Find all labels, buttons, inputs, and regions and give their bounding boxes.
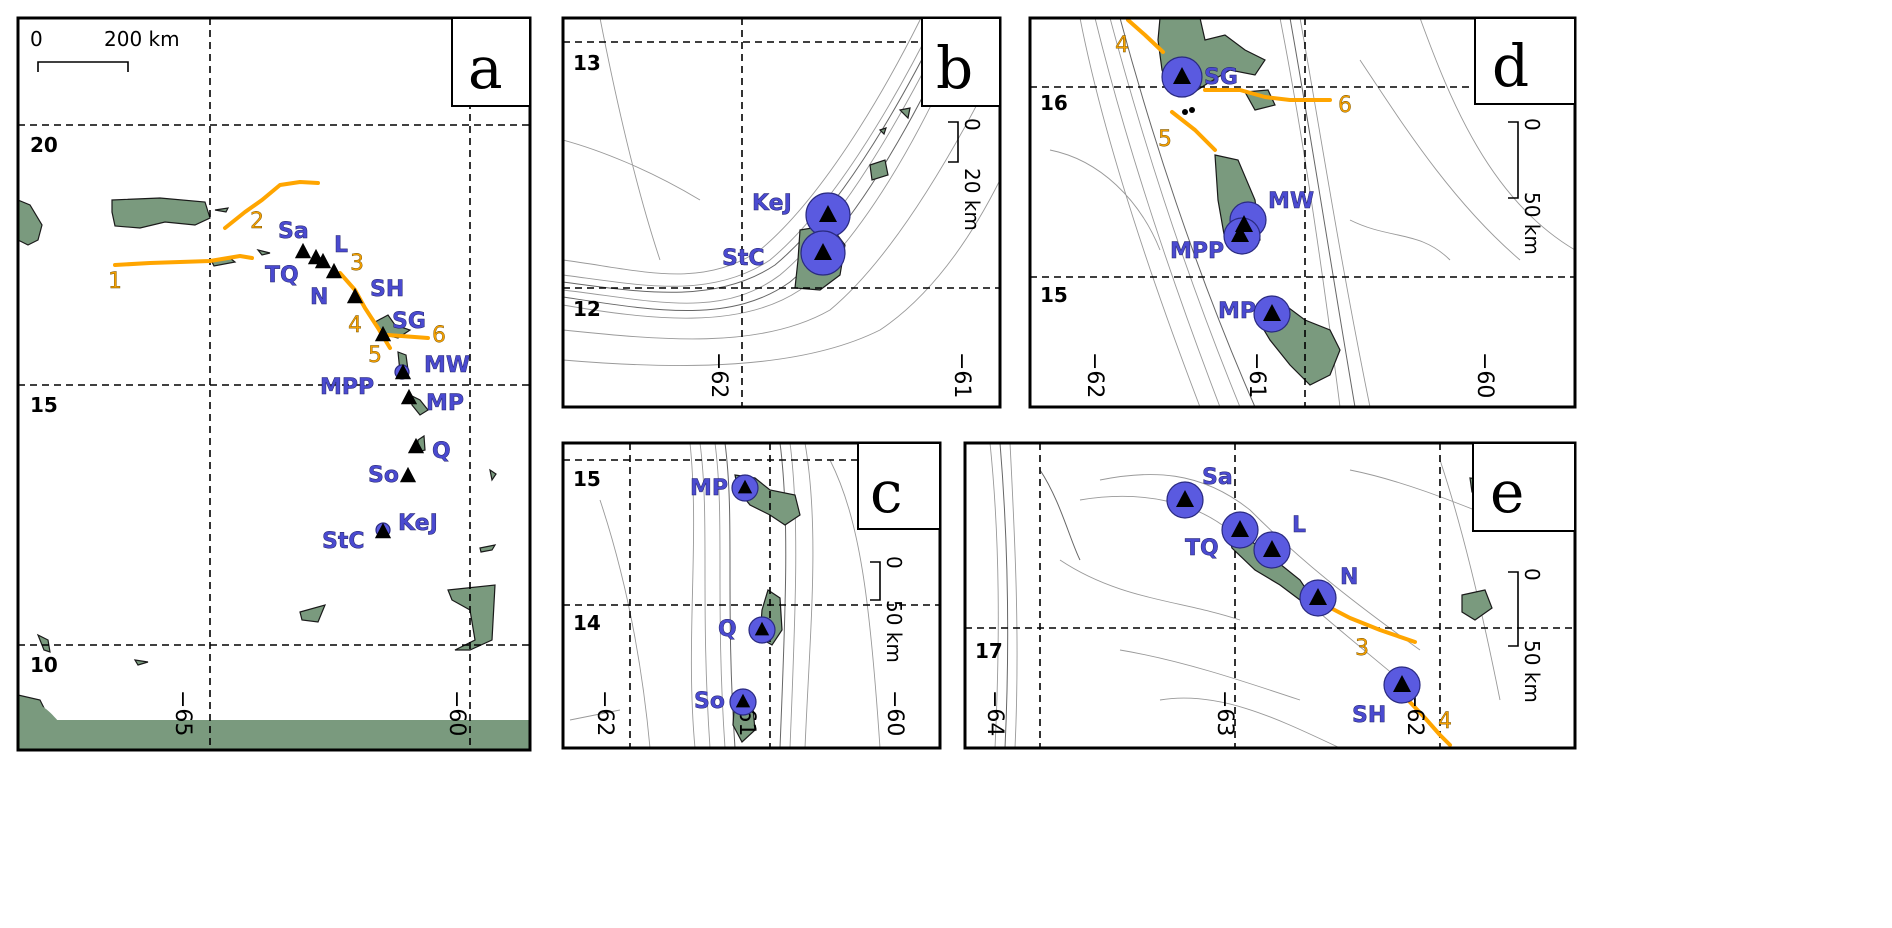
line-label: 3 <box>350 251 364 276</box>
volcano-label: Sa <box>278 219 309 244</box>
scale-bar <box>37 61 129 72</box>
lat-tick: 20 <box>30 133 58 157</box>
lat-tick: 15 <box>30 393 58 417</box>
scale-text: 200 km <box>104 27 180 51</box>
volcano-label: MP <box>1218 299 1256 324</box>
volcano-label: StC <box>322 529 365 554</box>
lon-tick: −60 <box>444 690 469 736</box>
line-label: 2 <box>250 209 264 234</box>
volcano-label: L <box>1292 513 1306 538</box>
volcano-label: N <box>310 285 328 310</box>
panel-c-map: c 15 14 −62 −61 −60 0 50 km MP Q So <box>561 441 942 750</box>
volcano-label: KeJ <box>752 191 792 216</box>
volcano-label: SH <box>370 277 404 302</box>
volcano-label: SH <box>1352 703 1386 728</box>
volcano-label: StC <box>722 246 765 271</box>
scale-text: 50 km <box>882 600 906 663</box>
scale-zero: 0 <box>882 556 906 569</box>
volcano-label: MP <box>426 391 464 416</box>
scale-text: 20 km <box>960 168 984 231</box>
scale-zero: 0 <box>30 27 43 51</box>
grenadines-land <box>869 107 911 181</box>
line-label: 1 <box>108 269 122 294</box>
volcano-label: Q <box>432 439 451 464</box>
line-label: 6 <box>432 323 446 348</box>
lat-tick: 15 <box>573 467 601 491</box>
scale-zero: 0 <box>1520 568 1544 581</box>
volcano-label: MP <box>690 476 728 501</box>
hispaniola-land <box>18 199 43 246</box>
panel-a-map: a 0 200 km 20 15 10 −65 −60 Sa TQ L N SH… <box>16 16 532 752</box>
volcano-label: MW <box>424 353 470 378</box>
lon-tick: −62 <box>706 352 731 398</box>
tobago-land <box>479 544 497 553</box>
margarita-land <box>299 604 327 623</box>
line-label: 4 <box>348 313 362 338</box>
volcano-label: SG <box>392 309 426 334</box>
panel-e-map: e 17 −64 −63 −62 0 50 km Sa TQ L N SH 3 … <box>963 441 1577 750</box>
line-label: 5 <box>1158 127 1172 152</box>
lon-tick: −61 <box>1244 352 1269 398</box>
volcano-label: Q <box>718 617 737 642</box>
lat-tick: 15 <box>1040 283 1068 307</box>
trench-line-2 <box>223 180 320 230</box>
trench-line-1 <box>113 254 254 267</box>
volcano-label: Sa <box>1202 465 1233 490</box>
panel-label-c: c <box>870 458 902 526</box>
panel-d-map: d 16 15 −62 −61 −60 0 50 km SG MW MPP MP… <box>1028 16 1577 409</box>
volcano-label: MPP <box>320 375 374 400</box>
lat-tick: 12 <box>573 297 601 321</box>
antigua-land <box>1461 589 1493 621</box>
lon-tick: −61 <box>949 352 974 398</box>
lon-tick: −60 <box>882 690 907 736</box>
grid-lines <box>18 18 530 750</box>
scale-text: 50 km <box>1520 192 1544 255</box>
lon-tick: −63 <box>1212 690 1237 736</box>
lat-tick: 14 <box>573 611 601 635</box>
volcano-label: SG <box>1204 65 1238 90</box>
scale-text: 50 km <box>1520 640 1544 703</box>
panel-label-d: d <box>1492 32 1529 100</box>
panel-label-b: b <box>936 34 973 102</box>
puerto-rico-land <box>111 197 211 229</box>
line-label: 6 <box>1338 93 1352 118</box>
panel-a-frame <box>16 16 532 752</box>
lat-tick: 16 <box>1040 91 1068 115</box>
volcano-label: N <box>1340 565 1358 590</box>
lat-tick: 17 <box>975 639 1003 663</box>
scale-zero: 0 <box>1520 118 1544 131</box>
panel-label-a: a <box>468 34 503 102</box>
volcano-label: TQ <box>1185 536 1219 561</box>
line-label: 3 <box>1355 636 1369 661</box>
panel-b-map: b 13 12 −62 −61 0 20 km KeJ StC <box>561 16 1002 409</box>
scale-zero: 0 <box>960 118 984 131</box>
volcano-label: MPP <box>1170 239 1224 264</box>
volcano-label: So <box>368 463 399 488</box>
lon-tick: −62 <box>592 690 617 736</box>
trench-line-6 <box>386 333 430 340</box>
volcano-label: TQ <box>265 263 299 288</box>
line-label: 5 <box>368 343 382 368</box>
volcano-label: MW <box>1268 189 1314 214</box>
volcano-label: L <box>334 233 348 258</box>
line-label: 4 <box>1115 33 1129 58</box>
lat-tick: 13 <box>573 51 601 75</box>
barbados-land <box>489 468 497 482</box>
lon-tick: −60 <box>1472 352 1497 398</box>
volcano-markers <box>294 242 425 539</box>
line-label: 4 <box>1438 709 1452 734</box>
lon-tick: −64 <box>982 690 1007 736</box>
panel-label-e: e <box>1490 458 1524 526</box>
volcano-label: So <box>694 689 725 714</box>
lon-tick: −65 <box>170 690 195 736</box>
volcano-label: KeJ <box>398 511 438 536</box>
trinidad-land <box>447 584 496 651</box>
lon-tick: −62 <box>1082 352 1107 398</box>
lat-tick: 10 <box>30 653 58 677</box>
